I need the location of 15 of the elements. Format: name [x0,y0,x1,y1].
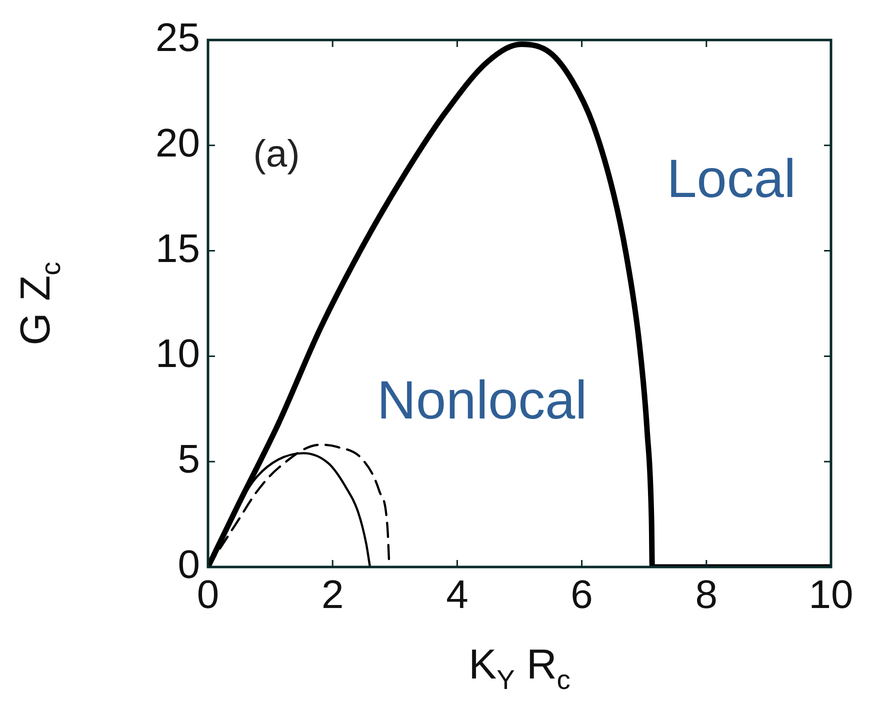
y-tick-label: 20 [156,121,200,166]
annotation: (a) [253,133,300,176]
y-axis-title: G Zc [12,262,66,346]
y-tick-label: 5 [178,438,200,482]
x-tick-label: 10 [808,573,854,618]
y-tick-label: 25 [156,16,200,60]
y-tick-label: 10 [156,332,200,376]
x-tick-label: 4 [446,573,468,618]
x-tick-label: 8 [695,573,718,618]
annotation: Local [666,149,796,210]
annotation: Nonlocal [377,370,588,431]
y-tick-label: 0 [178,543,200,588]
y-tick-label: 15 [156,226,200,271]
x-tick-label: 6 [570,573,593,618]
x-tick-label: 2 [321,573,344,618]
